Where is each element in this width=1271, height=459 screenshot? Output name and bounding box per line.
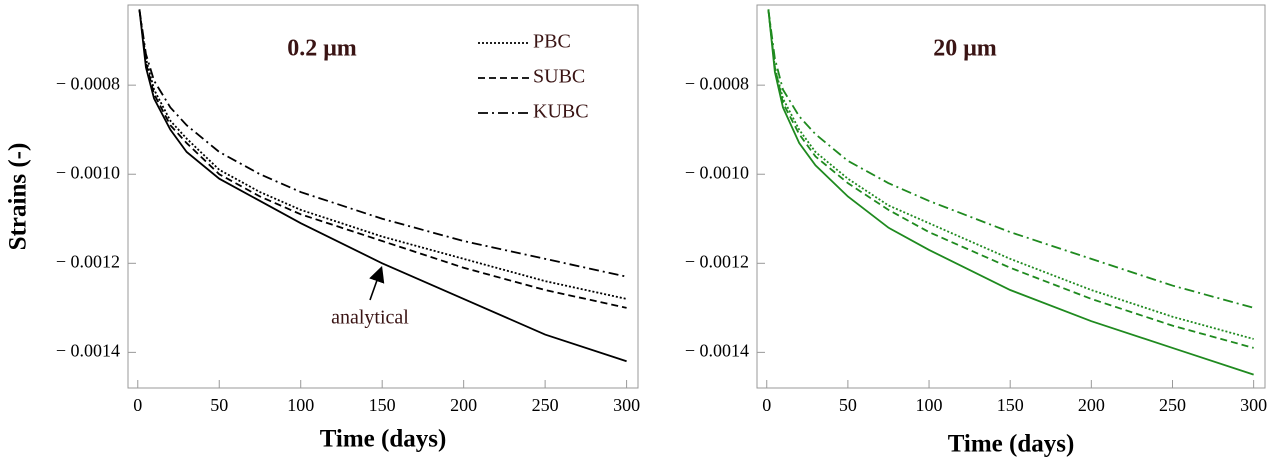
x-tick-label: 250 xyxy=(1159,395,1186,415)
panel-title: 0.2 μm xyxy=(287,36,357,62)
series-line xyxy=(138,9,627,363)
x-tick-label: 100 xyxy=(287,395,314,415)
y-tick-label: − 0.0012 xyxy=(685,251,749,271)
legend-label: KUBC xyxy=(533,101,589,123)
plot-area xyxy=(138,9,627,363)
x-axis-label: Time (days) xyxy=(948,431,1075,458)
annotation-arrow xyxy=(369,265,385,301)
y-axis-label: Strains (-) xyxy=(5,143,32,251)
x-tick-label: 50 xyxy=(839,395,857,415)
series-line xyxy=(767,9,1254,376)
y-tick-label: − 0.0014 xyxy=(685,340,749,360)
plot-area xyxy=(767,9,1254,376)
series-line xyxy=(138,9,627,278)
series-line xyxy=(767,9,1254,340)
x-tick-label: 0 xyxy=(762,395,771,415)
legend-label: SUBC xyxy=(533,66,585,88)
y-tick-label: − 0.0008 xyxy=(685,73,749,93)
plot-frame xyxy=(756,4,1266,389)
x-tick-label: 0 xyxy=(133,395,142,415)
x-tick-label: 200 xyxy=(1078,395,1105,415)
series-line xyxy=(138,9,627,300)
x-tick-label: 200 xyxy=(450,395,477,415)
y-tick-label: − 0.0010 xyxy=(56,162,120,182)
y-tick-label: − 0.0008 xyxy=(56,73,120,93)
x-tick-label: 150 xyxy=(997,395,1024,415)
y-tick-label: − 0.0010 xyxy=(685,162,749,182)
x-tick-label: 250 xyxy=(532,395,559,415)
series-line xyxy=(138,9,627,309)
series-line xyxy=(767,9,1254,309)
x-axis-label: Time (days) xyxy=(320,426,447,453)
y-tick-label: − 0.0012 xyxy=(56,251,120,271)
plot-frame xyxy=(127,4,639,389)
series-line xyxy=(767,9,1254,349)
x-tick-label: 300 xyxy=(1240,395,1267,415)
annotation: analytical xyxy=(331,307,409,329)
x-tick-label: 100 xyxy=(916,395,943,415)
x-tick-label: 150 xyxy=(369,395,396,415)
y-tick-label: − 0.0014 xyxy=(56,340,120,360)
legend-label: PBC xyxy=(533,31,571,53)
x-tick-label: 50 xyxy=(210,395,228,415)
panel-title: 20 μm xyxy=(933,36,997,62)
x-tick-label: 300 xyxy=(613,395,640,415)
